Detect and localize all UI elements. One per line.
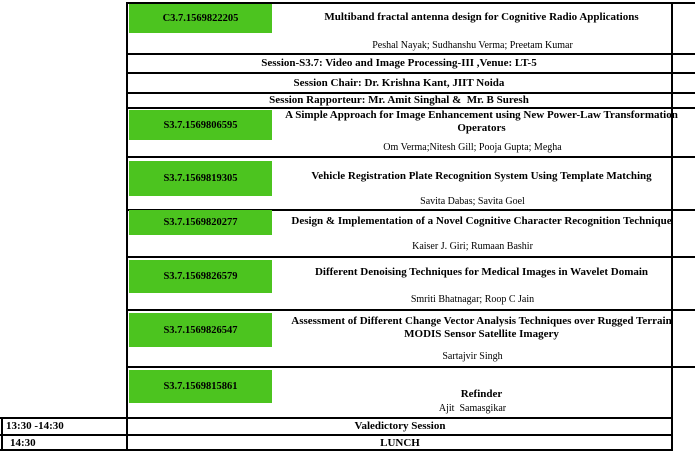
- paper-authors: Peshal Nayak; Sudhanshu Verma; Preetam K…: [372, 40, 573, 51]
- paper-id: S3.7.1569815861: [163, 381, 238, 392]
- paper-id-badge: S3.7.1569806595: [129, 110, 272, 140]
- divider: [126, 53, 695, 55]
- paper-authors: Sartajvir Singh: [442, 351, 503, 362]
- paper-authors: Om Verma;Nitesh Gill; Pooja Gupta; Megha: [383, 142, 562, 153]
- paper-title: Vehicle Registration Plate Recognition S…: [311, 170, 652, 182]
- paper-id: S3.7.1569826547: [163, 324, 238, 336]
- paper-authors: Kaiser J. Giri; Rumaan Bashir: [412, 241, 533, 252]
- divider: [126, 256, 695, 258]
- table-edge-border: [1, 417, 3, 451]
- paper-title: Design & Implementation of a Novel Cogni…: [291, 215, 672, 227]
- paper-title: Assessment of Different Change Vector An…: [291, 315, 672, 340]
- divider: [126, 156, 695, 158]
- divider: [126, 209, 695, 211]
- divider: [0, 449, 673, 451]
- paper-id-badge: S3.7.1569820277: [129, 210, 272, 235]
- paper-authors: Ajit Samasgikar: [438, 403, 507, 414]
- paper-title: A Simple Approach for Image Enhancement …: [285, 109, 678, 134]
- paper-title: Different Denoising Techniques for Medic…: [314, 266, 649, 278]
- session-rapporteur-row: Session Rapporteur: Mr. Amit Singhal & M…: [269, 94, 529, 106]
- paper-id-badge: S3.7.1569826579: [129, 260, 272, 293]
- divider: [126, 366, 695, 368]
- divider: [0, 417, 673, 419]
- session-chair-row: Session Chair: Dr. Krishna Kant, JIIT No…: [293, 77, 505, 89]
- paper-authors: Savita Dabas; Savita Goel: [420, 196, 525, 207]
- table-left-border: [126, 2, 128, 451]
- divider: [126, 72, 695, 74]
- divider: [126, 309, 695, 311]
- divider: [0, 434, 673, 436]
- session-info-row: Session-S3.7: Video and Image Processing…: [261, 57, 537, 69]
- paper-id-badge: S3.7.1569815861: [129, 370, 272, 403]
- paper-id: C3.7.1569822205: [162, 13, 239, 24]
- schedule-time: 14:30: [10, 437, 36, 449]
- paper-title: Multiband fractal antenna design for Cog…: [324, 11, 639, 23]
- paper-id: S3.7.1569806595: [163, 119, 238, 131]
- paper-id: S3.7.1569819305: [163, 173, 238, 184]
- table-right-border: [671, 2, 673, 451]
- divider: [126, 92, 695, 94]
- paper-id-badge: S3.7.1569826547: [129, 313, 272, 347]
- paper-id: S3.7.1569826579: [163, 271, 238, 282]
- schedule-time: 13:30 -14:30: [6, 420, 64, 432]
- divider: [126, 107, 695, 109]
- paper-id: S3.7.1569820277: [163, 217, 238, 228]
- paper-authors: Smriti Bhatnagar; Roop C Jain: [410, 294, 535, 305]
- schedule-event: LUNCH: [380, 437, 420, 449]
- paper-id-badge: C3.7.1569822205: [129, 4, 272, 33]
- paper-id-badge: S3.7.1569819305: [129, 161, 272, 196]
- paper-title: Refinder: [460, 388, 503, 400]
- divider: [126, 2, 695, 4]
- schedule-event: Valedictory Session: [354, 420, 446, 432]
